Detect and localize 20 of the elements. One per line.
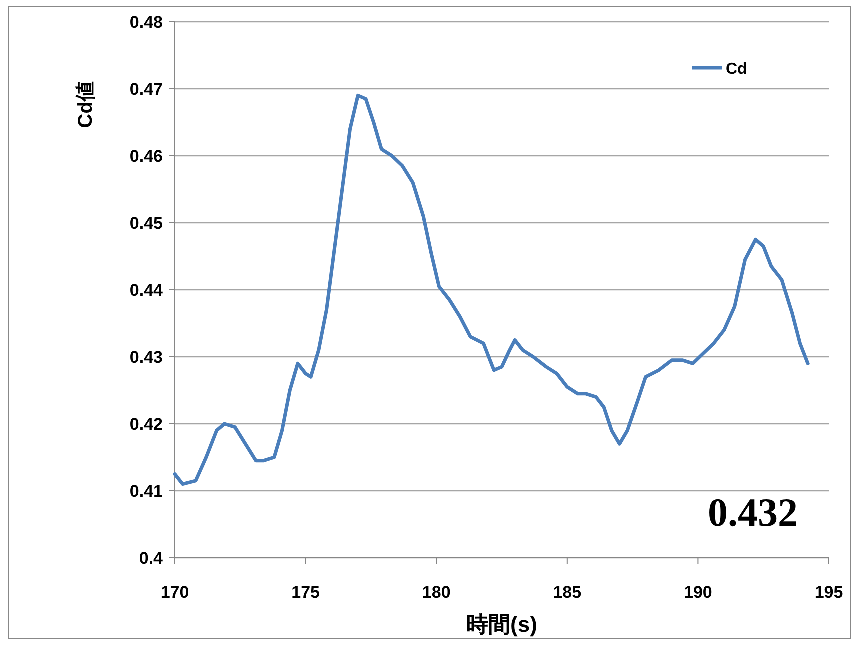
line-series xyxy=(173,94,810,486)
y-tick-label: 0.41 xyxy=(130,482,163,501)
y-axis-title: Cd値 xyxy=(75,82,97,128)
y-tick-label: 0.48 xyxy=(130,13,163,32)
y-tick-label: 0.4 xyxy=(139,549,164,568)
y-tick-label: 0.47 xyxy=(130,80,163,99)
y-tick-label: 0.42 xyxy=(130,415,163,434)
x-tick-label: 180 xyxy=(422,583,451,602)
x-tick-label: 195 xyxy=(814,583,844,602)
x-tick-label: 175 xyxy=(292,583,320,602)
y-tick-label: 0.45 xyxy=(130,214,163,233)
x-axis-title: 時間(s) xyxy=(466,612,538,637)
x-tick-label: 170 xyxy=(160,583,190,602)
x-tick-label: 190 xyxy=(684,583,712,602)
y-tick-label: 0.46 xyxy=(130,147,163,166)
legend-label: Cd xyxy=(726,61,748,78)
y-tick-label: 0.43 xyxy=(130,348,163,367)
y-tick-label: 0.44 xyxy=(130,281,164,300)
annotation: 0.432 xyxy=(708,490,798,535)
x-tick-label: 185 xyxy=(553,583,582,602)
